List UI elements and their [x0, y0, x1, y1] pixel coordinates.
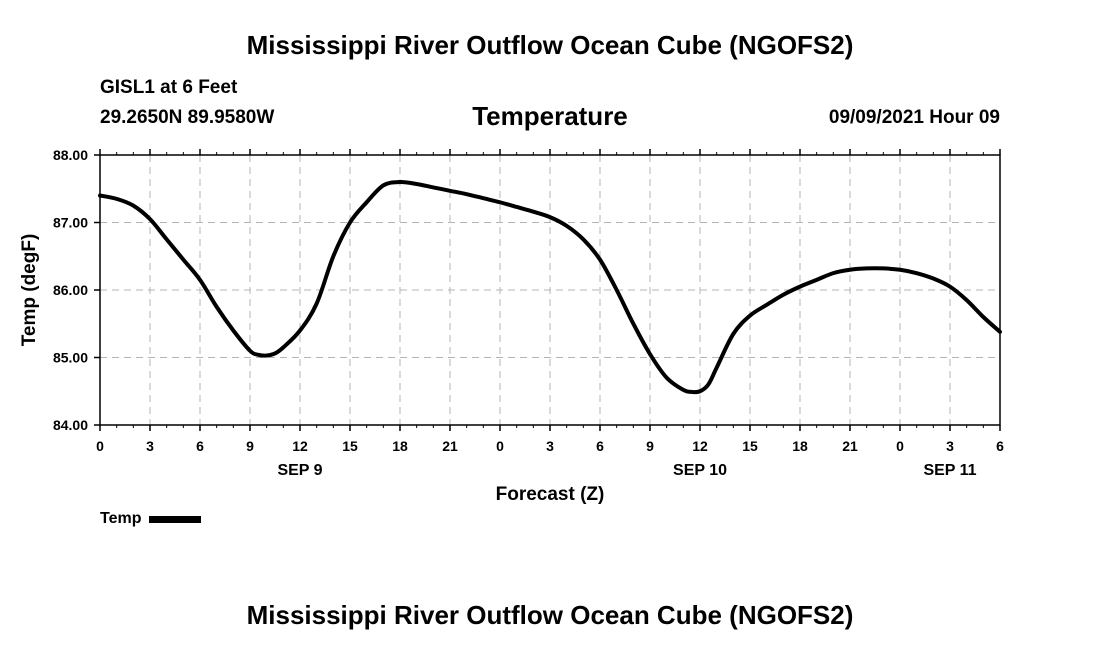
- x-tick-label: 12: [292, 438, 308, 454]
- y-tick-labels: 84.00 85.00 86.00 87.00 88.00: [53, 147, 88, 433]
- x-tick-label: 9: [246, 438, 254, 454]
- date-label: SEP 11: [923, 462, 976, 479]
- x-tick-label: 21: [842, 438, 858, 454]
- grid-lines: [100, 155, 1000, 425]
- x-tick-label: 18: [792, 438, 808, 454]
- main-title-bottom: Mississippi River Outflow Ocean Cube (NG…: [246, 600, 854, 630]
- legend-label-temp: Temp: [100, 510, 142, 527]
- y-tick-label: 85.00: [53, 350, 88, 366]
- y-axis-label: Temp (degF): [19, 234, 40, 347]
- date-labels: SEP 9 SEP 10 SEP 11: [277, 462, 976, 479]
- x-axis-label: Forecast (Z): [496, 484, 605, 505]
- y-tick-label: 88.00: [53, 147, 88, 163]
- x-tick-label: 3: [946, 438, 954, 454]
- x-tick-label: 6: [196, 438, 204, 454]
- x-tick-label: 0: [896, 438, 904, 454]
- x-tick-label: 0: [96, 438, 104, 454]
- x-tick-label: 18: [392, 438, 408, 454]
- y-tick-label: 86.00: [53, 282, 88, 298]
- x-tick-label: 15: [742, 438, 758, 454]
- date-label: SEP 9: [277, 462, 322, 479]
- y-tick-label: 84.00: [53, 417, 88, 433]
- chart-title: Temperature: [472, 101, 628, 131]
- main-title-top: Mississippi River Outflow Ocean Cube (NG…: [246, 30, 854, 60]
- x-tick-label: 3: [546, 438, 554, 454]
- legend: Temp: [100, 510, 202, 528]
- legend-swatch-temp: [149, 515, 202, 523]
- forecast-datetime: 09/09/2021 Hour 09: [828, 107, 1000, 128]
- date-label: SEP 10: [673, 462, 727, 479]
- x-tick-label: 9: [646, 438, 654, 454]
- x-tick-label: 15: [342, 438, 358, 454]
- x-tick-label: 12: [692, 438, 708, 454]
- station-coordinates: 29.2650N 89.9580W: [100, 107, 275, 128]
- y-tick-label: 87.00: [53, 215, 88, 231]
- x-tick-label: 6: [596, 438, 604, 454]
- plot-frame: [99, 154, 1001, 426]
- x-tick-label: 0: [496, 438, 504, 454]
- x-tick-label: 21: [442, 438, 458, 454]
- x-tick-label: 6: [996, 438, 1004, 454]
- x-tick-labels: 0 3 6 9 12 15 18 21 0 3 6 9 12 15 18 21 0 3 6: [96, 438, 1004, 454]
- x-tick-label: 3: [146, 438, 154, 454]
- station-name: GISL1 at 6 Feet: [100, 77, 238, 98]
- temp-series-line: [98, 179, 1002, 395]
